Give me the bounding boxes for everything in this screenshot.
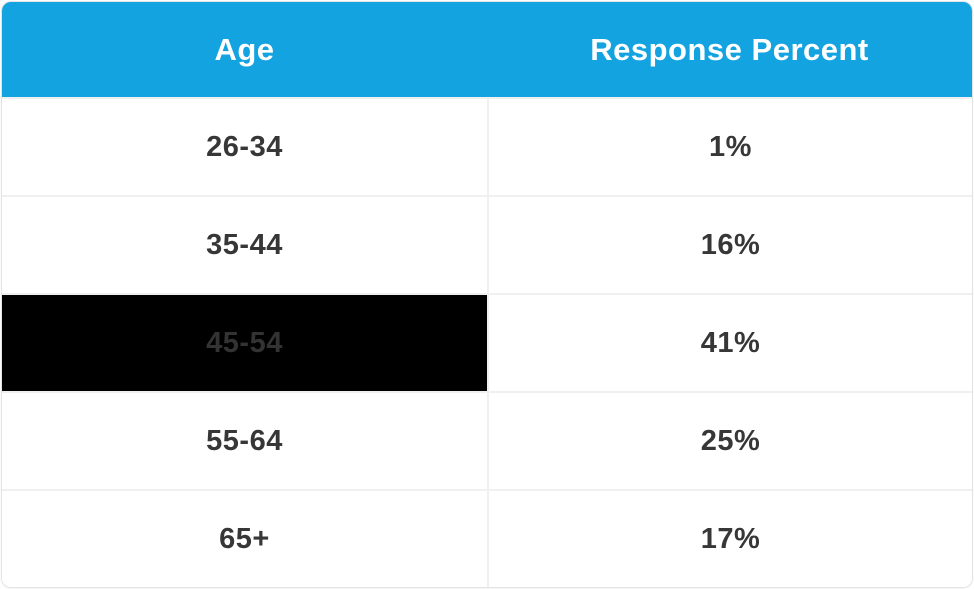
percent-cell: 41% (487, 295, 972, 391)
age-cell: 45-54 (2, 295, 487, 391)
age-cell: 35-44 (206, 228, 283, 261)
table-row: 35-44 16% (2, 195, 972, 293)
table-row: 55-64 25% (2, 391, 972, 489)
percent-cell: 25% (487, 393, 972, 489)
age-cell: 65+ (219, 522, 270, 555)
table-body: 26-34 1% 35-44 16% 45-54 41% 55-64 25% 6… (2, 97, 972, 587)
age-cell: 55-64 (206, 424, 283, 457)
column-header-age: Age (214, 31, 275, 67)
table-header-row: Age Response Percent (2, 2, 972, 97)
column-header-response-percent: Response Percent (590, 31, 869, 67)
table-row: 26-34 1% (2, 97, 972, 195)
percent-cell: 16% (487, 197, 972, 293)
age-cell: 26-34 (206, 130, 283, 163)
table-row: 65+ 17% (2, 489, 972, 587)
percent-cell: 1% (487, 99, 972, 195)
table-row: 45-54 41% (2, 293, 972, 391)
percent-cell: 17% (487, 491, 972, 587)
